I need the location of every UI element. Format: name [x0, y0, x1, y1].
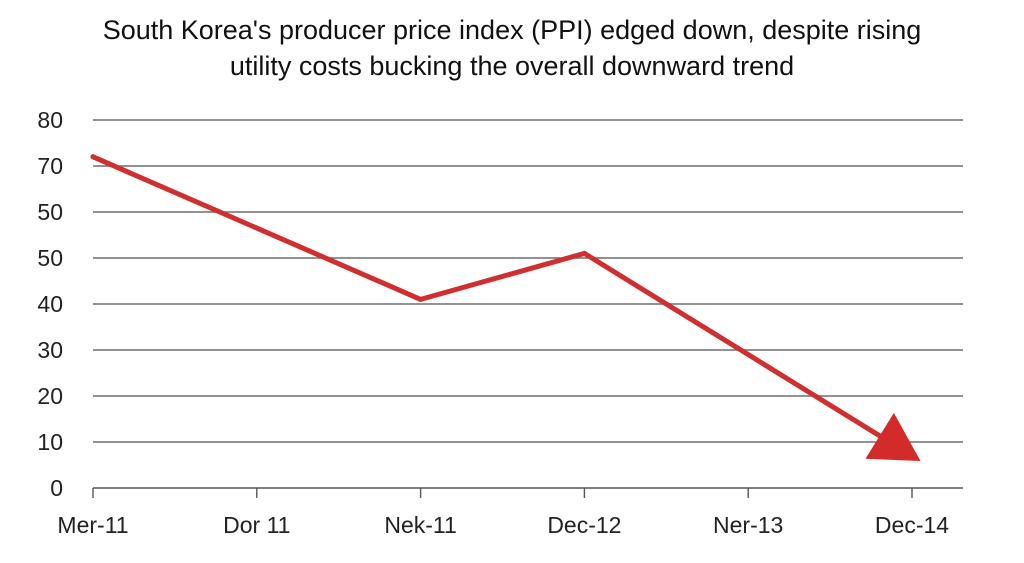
x-tick-label: Dor 11	[223, 512, 290, 538]
chart-title-line-1: South Korea's producer price index (PPI)…	[102, 15, 922, 45]
chart-title-line-2: utility costs bucking the overall downwa…	[229, 51, 795, 81]
data-point	[90, 154, 96, 160]
series	[90, 154, 921, 462]
arrow-head	[865, 412, 921, 462]
x-tick-label: Dec-12	[547, 512, 621, 538]
y-tick-label: 50	[37, 245, 63, 271]
x-tick-label: Dec-14	[875, 512, 949, 538]
gridlines	[93, 119, 963, 443]
y-tick-label: 50	[37, 199, 63, 225]
y-tick-label: 80	[37, 107, 63, 133]
y-tick-label: 0	[50, 475, 63, 501]
x-axis	[92, 487, 963, 498]
y-tick-label: 20	[37, 383, 63, 409]
data-point	[581, 250, 587, 256]
y-axis-ticks: 80 70 50 50 40 30 20 10 0	[37, 107, 63, 501]
x-tick-label: Nek-11	[384, 512, 456, 538]
x-axis-ticks: Mer-11 Dor 11 Nek-11 Dec-12 Ner-13 Dec-14	[57, 512, 949, 538]
data-point	[418, 296, 424, 302]
y-tick-label: 30	[37, 337, 63, 363]
y-tick-label: 40	[37, 291, 63, 317]
series-line	[90, 154, 915, 459]
y-tick-label: 70	[37, 153, 63, 179]
x-tick-label: Ner-13	[713, 512, 783, 538]
chart-title: South Korea's producer price index (PPI)…	[0, 12, 1024, 84]
x-tick-label: Mer-11	[57, 512, 128, 538]
y-tick-label: 10	[37, 429, 63, 455]
